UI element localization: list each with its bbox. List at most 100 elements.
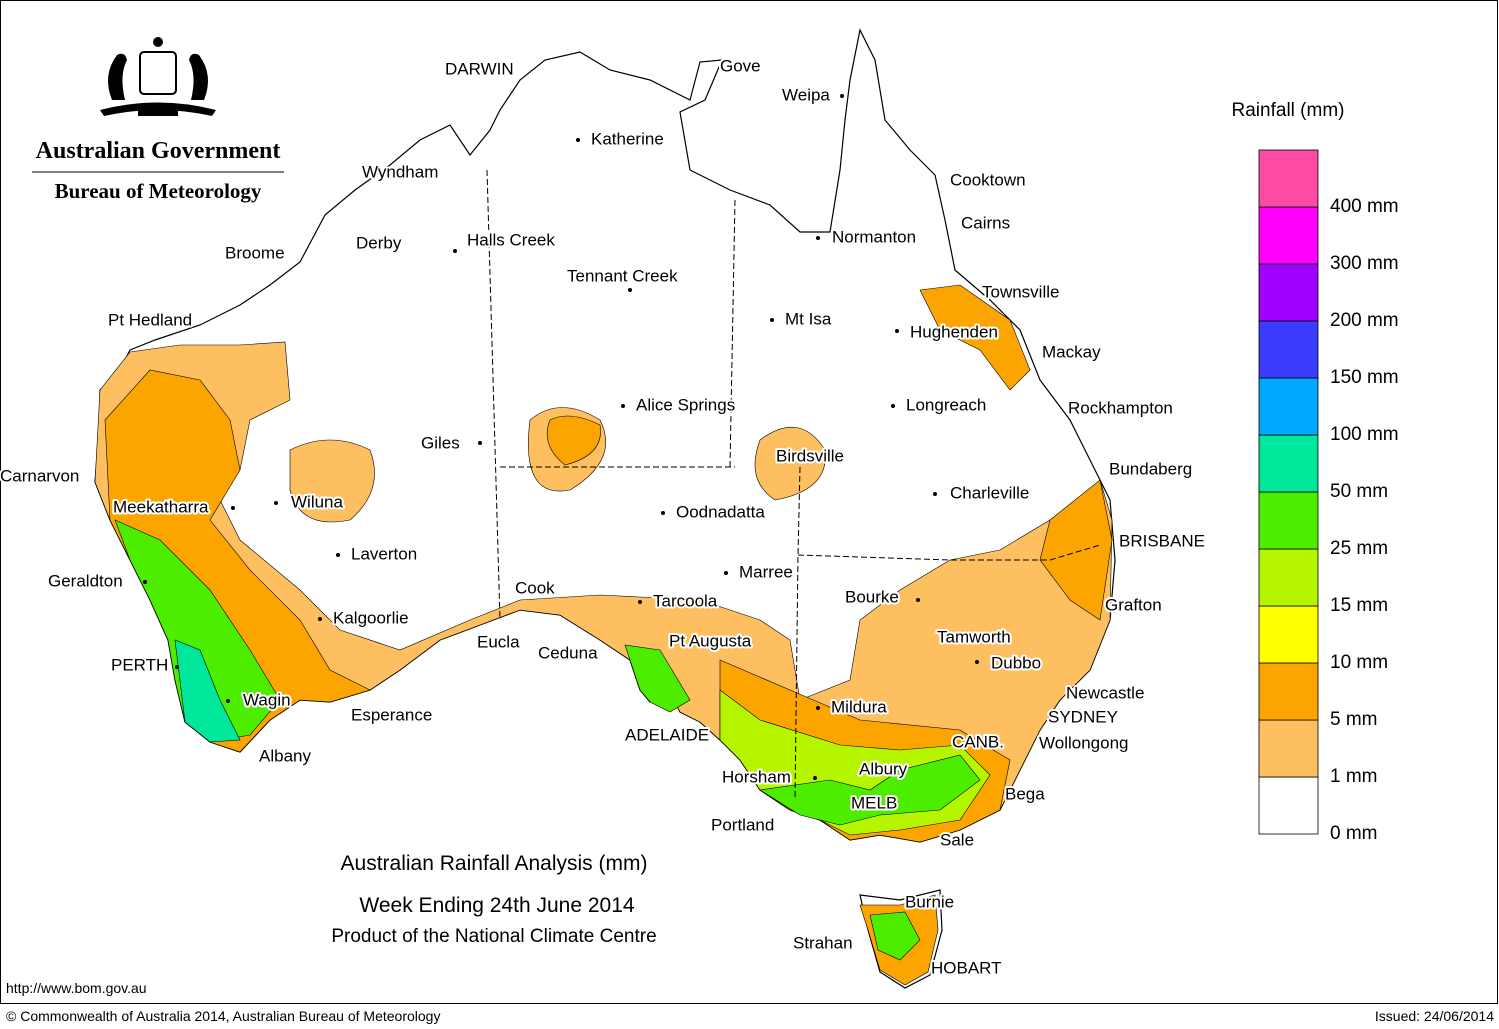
place-dot — [143, 580, 147, 584]
place-label: Longreach — [906, 395, 986, 414]
legend-swatch — [1258, 149, 1319, 208]
place-label: Rockhampton — [1068, 398, 1173, 417]
place-label: Cooktown — [950, 170, 1026, 189]
place-dot — [274, 501, 278, 505]
place-label: Bourke — [845, 587, 899, 606]
place-label: Halls Creek — [467, 230, 555, 249]
legend-swatch — [1258, 548, 1319, 607]
place-dot — [621, 404, 625, 408]
place-dot — [816, 236, 820, 240]
legend-swatch — [1258, 491, 1319, 550]
place-label: DARWIN — [445, 59, 514, 78]
place-dot — [226, 699, 230, 703]
place-dot — [770, 318, 774, 322]
legend-label: 100 mm — [1330, 424, 1399, 445]
legend-label: 150 mm — [1330, 367, 1399, 388]
place-dot — [231, 506, 235, 510]
bureau: Bureau of Meteorology — [55, 179, 262, 203]
place-label: Bega — [1005, 784, 1045, 803]
place-label: Tarcoola — [653, 591, 718, 610]
place-label: Alice Springs — [636, 395, 735, 414]
place-label: SYDNEY — [1048, 707, 1118, 726]
place-dot — [175, 665, 179, 669]
place-label: Meekatharra — [113, 497, 209, 516]
legend-label: 10 mm — [1330, 652, 1388, 673]
place-label: Marree — [739, 562, 793, 581]
place-label: HOBART — [931, 958, 1002, 977]
place-dot — [891, 404, 895, 408]
place-label: Weipa — [782, 85, 830, 104]
place-dot — [813, 776, 817, 780]
place-label: Bundaberg — [1109, 459, 1192, 478]
place-dot — [933, 492, 937, 496]
place-dot — [840, 94, 844, 98]
rainfall-areas — [94, 284, 1113, 986]
place-label: Strahan — [793, 933, 853, 952]
place-label: Cairns — [961, 213, 1010, 232]
legend-title: Rainfall (mm) — [1232, 100, 1345, 121]
legend-swatch — [1258, 263, 1319, 322]
place-label: Charleville — [950, 483, 1029, 502]
place-label: Dubbo — [991, 653, 1041, 672]
place-label: Normanton — [832, 227, 916, 246]
legend-swatch — [1258, 206, 1319, 265]
place-label: Ceduna — [538, 643, 598, 662]
legend-swatch — [1258, 605, 1319, 664]
legend-label: 5 mm — [1330, 709, 1378, 730]
place-label: Wagin — [243, 690, 291, 709]
place-dot — [724, 571, 728, 575]
legend-label: 50 mm — [1330, 481, 1388, 502]
place-label: Broome — [225, 243, 285, 262]
place-label: Kalgoorlie — [333, 608, 409, 627]
url: http://www.bom.gov.au — [6, 980, 147, 996]
place-label: Newcastle — [1066, 683, 1144, 702]
place-label: Hughenden — [910, 322, 998, 341]
producer: Product of the National Climate Centre — [331, 926, 656, 947]
title: Australian Rainfall Analysis (mm) — [341, 852, 648, 875]
place-label: Tamworth — [937, 627, 1011, 646]
place-label: Townsville — [982, 282, 1059, 301]
place-label: Burnie — [905, 892, 954, 911]
place-label: CANB. — [952, 732, 1004, 751]
place-label: Gove — [720, 56, 761, 75]
place-label: ADELAIDE — [625, 725, 709, 744]
place-label: Derby — [356, 233, 402, 252]
legend-label: 15 mm — [1330, 595, 1388, 616]
place-dot — [336, 553, 340, 557]
place-dot — [895, 329, 899, 333]
copyright: © Commonwealth of Australia 2014, Austra… — [6, 1008, 440, 1024]
place-label: Pt Augusta — [669, 631, 752, 650]
legend-label: 1 mm — [1330, 766, 1378, 787]
place-label: Eucla — [477, 632, 520, 651]
subtitle: Week Ending 24th June 2014 — [359, 894, 634, 917]
place-dot — [318, 617, 322, 621]
place-dot — [576, 138, 580, 142]
legend-label: 300 mm — [1330, 253, 1399, 274]
place-dot — [816, 706, 820, 710]
place-label: Portland — [711, 815, 774, 834]
place-label: Esperance — [351, 705, 432, 724]
place-label: Cook — [515, 578, 555, 597]
place-label: Carnarvon — [0, 466, 79, 485]
place-label: Grafton — [1105, 595, 1162, 614]
place-label: Giles — [421, 433, 460, 452]
place-dot — [661, 511, 665, 515]
place-dot — [453, 249, 457, 253]
place-label: Oodnadatta — [676, 502, 765, 521]
legend-swatch — [1258, 320, 1319, 379]
place-label: PERTH — [111, 655, 168, 674]
agency: Australian Government — [36, 138, 281, 164]
legend-label: 25 mm — [1330, 538, 1388, 559]
legend-label: 0 mm — [1330, 823, 1378, 844]
legend-label: 200 mm — [1330, 310, 1399, 331]
crest — [100, 37, 216, 116]
legend-swatch — [1258, 719, 1319, 778]
place-label: Wyndham — [362, 162, 438, 181]
place-label: Katherine — [591, 129, 664, 148]
legend-swatch — [1258, 434, 1319, 493]
place-dot — [916, 598, 920, 602]
place-label: Mackay — [1042, 342, 1101, 361]
place-label: MELB — [851, 793, 897, 812]
